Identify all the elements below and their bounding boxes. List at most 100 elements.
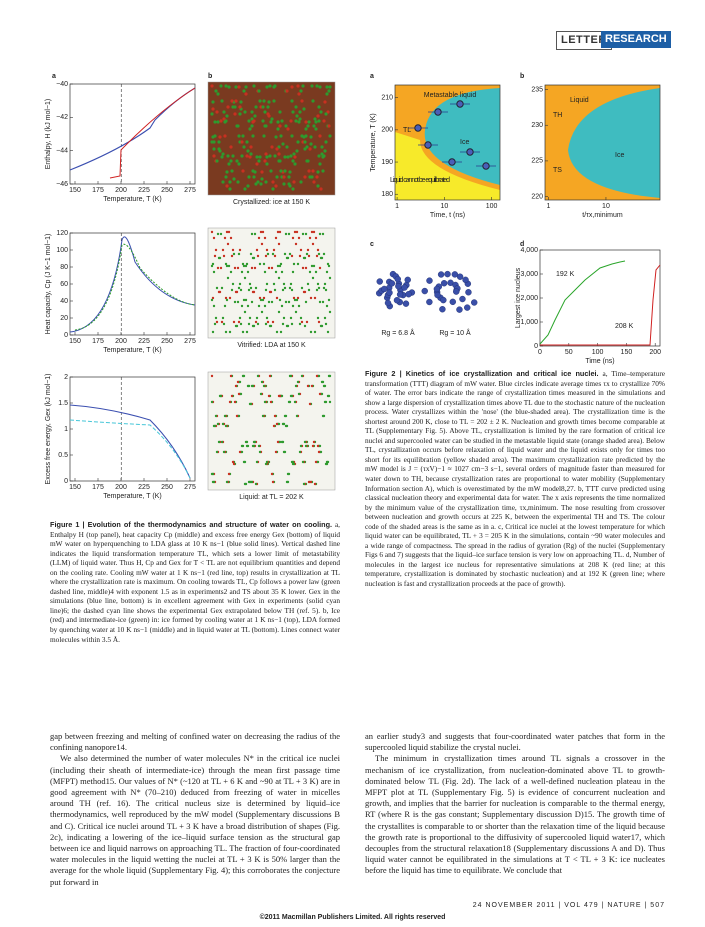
molecule <box>268 84 272 88</box>
molecule <box>240 270 244 274</box>
molecule <box>247 322 251 326</box>
molecule <box>322 154 326 158</box>
molecule <box>212 154 216 158</box>
molecule <box>291 462 295 466</box>
molecule <box>234 85 238 89</box>
molecule <box>243 187 247 191</box>
label: Largest ice nucleus <box>515 267 522 328</box>
molecule <box>316 316 320 320</box>
nucleus-atom <box>449 298 456 306</box>
molecule <box>290 134 294 138</box>
molecule <box>290 460 294 464</box>
molecule <box>270 117 274 121</box>
nucleus-atom <box>437 271 445 278</box>
molecule <box>216 92 220 96</box>
label: 175 <box>92 338 104 345</box>
molecule <box>214 248 218 252</box>
molecule <box>264 322 268 326</box>
molecule <box>271 480 275 484</box>
molecule <box>239 100 243 104</box>
molecule <box>310 84 314 88</box>
molecule <box>211 330 215 334</box>
label: 250 <box>161 338 173 345</box>
molecule <box>262 262 266 266</box>
molecule <box>210 374 214 378</box>
structure-box <box>207 227 336 339</box>
molecule <box>240 304 244 308</box>
molecule <box>295 114 299 118</box>
molecule <box>250 300 254 304</box>
molecule <box>285 480 289 484</box>
molecule <box>213 254 217 258</box>
label: 2,000 <box>520 295 538 302</box>
caption-text: a, Enthalpy H (top panel), heat capacity… <box>50 520 341 644</box>
molecule <box>288 184 292 188</box>
molecule <box>287 232 291 236</box>
molecule <box>227 230 231 234</box>
molecule <box>263 236 267 240</box>
molecule <box>222 254 226 258</box>
molecule <box>300 134 304 138</box>
molecule <box>312 124 316 128</box>
molecule <box>295 230 299 234</box>
label: 275 <box>184 187 196 194</box>
molecule <box>296 140 300 144</box>
molecule <box>237 85 241 89</box>
molecule <box>303 290 307 294</box>
caption-text: a, Time–temperature transformation (TTT)… <box>365 369 665 589</box>
molecule <box>277 242 281 246</box>
curve <box>69 236 196 333</box>
label: 60 <box>60 281 68 288</box>
molecule <box>260 380 264 384</box>
molecule <box>318 300 322 304</box>
molecule <box>293 400 297 404</box>
molecule <box>248 316 252 320</box>
label: Vitrified: LDA at 150 K <box>237 342 306 349</box>
molecule <box>265 282 269 286</box>
molecule <box>264 152 268 156</box>
molecule <box>285 145 289 149</box>
label: 10 <box>602 203 610 210</box>
molecule <box>265 155 269 159</box>
label: 2 <box>64 374 68 381</box>
nucleus-atom <box>453 288 460 295</box>
molecule <box>290 85 294 89</box>
molecule <box>243 110 247 114</box>
molecule <box>282 316 286 320</box>
molecule <box>241 330 245 334</box>
molecule <box>273 414 277 418</box>
molecule <box>215 286 219 290</box>
molecule <box>212 140 216 144</box>
molecule <box>296 296 300 300</box>
molecule <box>247 480 251 484</box>
molecule <box>265 248 269 252</box>
molecule <box>309 135 313 139</box>
molecule <box>251 134 255 138</box>
molecule <box>221 180 225 184</box>
label: 200 <box>115 338 127 345</box>
molecule <box>249 152 253 156</box>
molecule <box>322 384 326 388</box>
molecule <box>294 310 298 314</box>
molecule <box>212 147 216 151</box>
molecule <box>236 124 240 128</box>
molecule <box>282 175 286 179</box>
molecule <box>211 262 215 266</box>
label: 225 <box>531 158 543 165</box>
label: 250 <box>161 187 173 194</box>
molecule <box>255 460 259 464</box>
molecule <box>222 450 226 454</box>
molecule <box>261 119 265 123</box>
molecule <box>309 330 313 334</box>
molecule <box>328 310 332 314</box>
molecule <box>273 154 277 158</box>
molecule <box>242 89 246 93</box>
molecule <box>306 282 310 286</box>
point <box>434 108 442 116</box>
nucleus-atom <box>426 277 433 284</box>
molecule <box>247 175 251 179</box>
molecule <box>314 127 318 131</box>
molecule <box>304 232 308 236</box>
molecule <box>248 282 252 286</box>
molecule <box>267 300 271 304</box>
